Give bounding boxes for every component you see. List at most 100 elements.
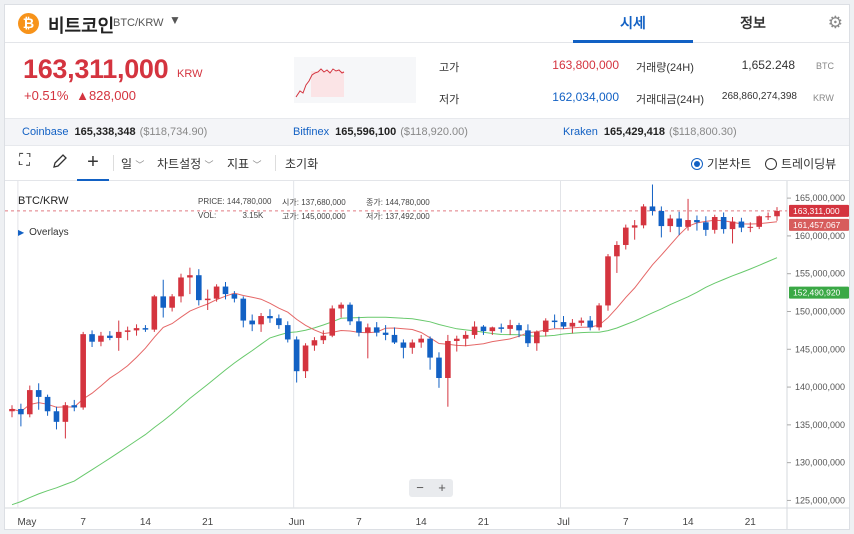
candle-body — [400, 342, 407, 348]
candle-body — [382, 332, 389, 335]
low-label: 저가 — [439, 94, 460, 106]
candle-body — [258, 316, 264, 325]
volume-value: 1,652.248 — [741, 58, 795, 72]
volume-label: 거래량(24H) — [636, 62, 694, 74]
candle-body — [26, 390, 33, 415]
chart-toolbar: ⛶ + 일 ﹀ 차트설정 ﹀ 지표 ﹀ 초기화 기본차트 트레이딩뷰 — [5, 146, 849, 181]
candle-body — [9, 408, 15, 412]
gear-icon[interactable]: ⚙ — [827, 13, 843, 32]
candle-body — [276, 318, 282, 326]
candle-body — [676, 218, 682, 227]
legend-open: 시가: 137,680,000 — [282, 197, 346, 208]
candle-body — [133, 328, 140, 331]
change-percent: +0.51% — [24, 88, 69, 103]
radio-selected-icon — [691, 158, 703, 170]
chevron-down-icon: ﹀ — [135, 160, 145, 170]
zoom-in-button[interactable]: + — [438, 480, 446, 495]
fullscreen-icon[interactable]: ⛶ — [19, 152, 31, 169]
candle-body — [62, 405, 69, 422]
candle-body — [756, 216, 763, 227]
exchange-name[interactable]: Kraken — [563, 126, 598, 138]
legend-price-value: 144,780,000 — [226, 197, 272, 206]
candle-body — [267, 316, 273, 319]
chevron-down-icon: ﹀ — [204, 160, 214, 170]
candle-body — [240, 298, 247, 321]
chart-settings-menu[interactable]: 차트설정 ﹀ — [157, 155, 214, 172]
candle-body — [480, 326, 487, 332]
candle-body — [489, 327, 496, 332]
last-price-tag: 163,311,000 — [793, 206, 840, 216]
indicators-menu[interactable]: 지표 ﹀ — [227, 155, 261, 172]
candle-body — [516, 325, 522, 331]
candle-body — [284, 325, 291, 340]
toolbar-divider — [275, 155, 276, 171]
tradingview-radio[interactable]: 트레이딩뷰 — [765, 155, 836, 172]
exchange-name[interactable]: Coinbase — [22, 126, 69, 138]
candle-body — [329, 308, 336, 336]
ma-short-tag: 161,457,067 — [793, 220, 841, 230]
candle-body — [204, 298, 211, 301]
candle-body — [711, 217, 718, 230]
tab-info[interactable]: 정보 — [740, 15, 766, 31]
candle-body — [525, 330, 531, 344]
tab-quote[interactable]: 시세 — [573, 5, 693, 43]
legend-close-value: 144,780,000 — [385, 198, 430, 207]
price-currency: KRW — [177, 68, 203, 80]
candle-body — [356, 321, 362, 333]
zoom-controls: − + — [409, 479, 453, 497]
high-value: 163,800,000 — [552, 58, 619, 72]
candle-body — [115, 331, 122, 338]
candle-body — [107, 335, 113, 338]
candle-body — [569, 322, 576, 327]
candle-body — [80, 334, 86, 408]
reset-button[interactable]: 초기화 — [285, 157, 319, 171]
pencil-svg — [53, 154, 67, 168]
last-price-tag-bg — [789, 204, 849, 217]
candle-body — [142, 328, 149, 330]
period-select[interactable]: 일 ﹀ — [121, 155, 144, 172]
candle-body — [169, 296, 175, 308]
legend-close: 종가: 144,780,000 — [366, 197, 430, 208]
coin-name[interactable]: 비트코인 — [48, 16, 115, 36]
sparkline-line — [295, 68, 345, 98]
price-chart[interactable]: 165,000,000 160,000,000 155,000,000 150,000… — [5, 181, 850, 530]
candle-body — [729, 221, 736, 230]
zoom-out-button[interactable]: − — [416, 480, 424, 495]
candle-body — [365, 327, 371, 333]
chevron-down-icon[interactable]: ▼ — [169, 13, 181, 27]
candle-body — [605, 256, 611, 306]
candle-body — [71, 405, 78, 408]
candle-body — [311, 340, 318, 346]
chart-symbol: BTC/KRW — [18, 195, 69, 207]
chart-svg[interactable]: 165,000,000 160,000,000 155,000,000 150,000… — [5, 181, 850, 530]
pencil-icon[interactable] — [51, 152, 69, 173]
change-amount: ▲828,000 — [76, 88, 136, 103]
candle-body — [622, 227, 629, 245]
legend-low-label: 저가: — [366, 212, 383, 221]
candle-body — [124, 330, 131, 332]
legend-low: 저가: 137,492,000 — [366, 211, 430, 222]
candle-body — [373, 327, 380, 333]
legend-price: PRICE: 144,780,000 — [198, 197, 271, 206]
toolbar-divider — [113, 155, 114, 171]
candle-body — [391, 334, 398, 343]
ma-long-tag: 152,490,920 — [793, 288, 841, 298]
candle-body — [44, 396, 51, 412]
candle-body — [774, 210, 780, 217]
y-tick-label: 155,000,000 — [795, 269, 845, 279]
basic-chart-radio[interactable]: 기본차트 — [691, 155, 751, 172]
coin-pair[interactable]: BTC/KRW — [113, 17, 164, 29]
overlays-label: Overlays — [29, 227, 69, 238]
chart-settings-label: 차트설정 — [157, 157, 202, 171]
legend-vol-label: VOL: — [198, 211, 217, 220]
candle-body — [231, 294, 238, 299]
low-value: 162,034,000 — [552, 90, 619, 104]
candle-body — [738, 221, 745, 228]
overlays-toggle[interactable]: ▶ Overlays — [18, 227, 69, 238]
exchange-name[interactable]: Bitfinex — [293, 126, 330, 138]
sparkline-svg — [295, 68, 345, 98]
candle-body — [453, 338, 460, 341]
ma-short-line — [11, 219, 778, 413]
crosshair-icon[interactable]: + — [77, 146, 109, 181]
exchange-bar: Coinbase 165,338,348 ($118,734.90) Bitfine… — [5, 118, 849, 146]
